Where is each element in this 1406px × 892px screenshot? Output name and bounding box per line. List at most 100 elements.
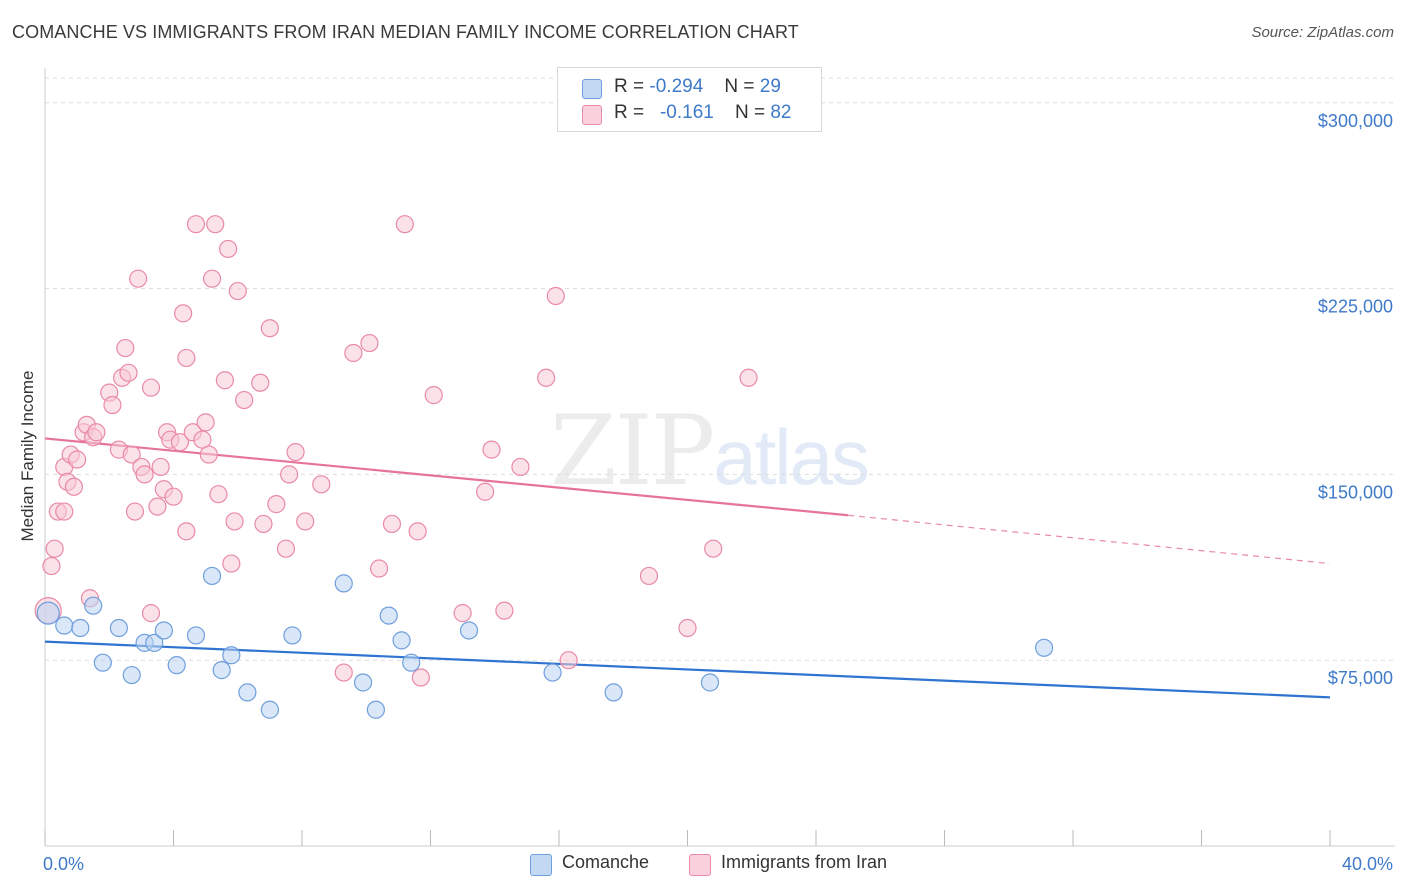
data-point: [119, 363, 138, 382]
data-point: [202, 269, 222, 288]
data-point: [286, 442, 305, 462]
data-point: [453, 604, 472, 623]
y-axis-title: Median Family Income: [18, 370, 37, 541]
data-point: [55, 502, 74, 521]
data-point: [87, 423, 106, 442]
data-point: [334, 574, 353, 593]
y-tick-label: $150,000: [1318, 482, 1393, 502]
data-point: [411, 668, 430, 687]
data-point: [141, 604, 161, 623]
data-point: [84, 596, 103, 615]
data-point: [167, 656, 186, 675]
data-point: [482, 440, 501, 459]
data-point: [366, 700, 385, 719]
data-point: [55, 616, 74, 635]
data-point: [392, 631, 411, 650]
data-point: [122, 665, 141, 685]
data-point: [225, 512, 244, 531]
data-point: [639, 566, 659, 586]
data-point: [334, 663, 353, 682]
data-point: [199, 445, 218, 464]
data-point: [360, 333, 379, 353]
data-point: [476, 482, 495, 501]
data-point: [154, 621, 173, 640]
data-point: [212, 661, 231, 680]
data-point: [402, 653, 421, 672]
legend-n-value: 82: [770, 102, 792, 123]
legend-n-label: N =: [734, 102, 766, 123]
data-point: [222, 646, 241, 665]
data-point: [678, 618, 697, 638]
data-point: [395, 215, 414, 234]
data-point: [206, 215, 225, 234]
data-point: [68, 450, 87, 469]
data-point: [228, 281, 247, 301]
x-tick-label: 0.0%: [43, 854, 84, 874]
data-point: [125, 502, 145, 521]
data-point: [148, 497, 167, 516]
legend-swatch-iran: [582, 105, 602, 125]
data-point: [177, 522, 196, 541]
legend-r-label: R =: [614, 76, 645, 97]
data-point: [408, 522, 427, 541]
data-point: [1034, 638, 1054, 657]
tick-labels: $75,000 $150,000 $225,000 $300,000 0.0% 40.0%: [43, 111, 1393, 874]
data-point: [495, 601, 514, 620]
bottom-legend-label: Immigrants from Iran: [721, 852, 888, 872]
data-point: [344, 343, 363, 363]
data-points: [34, 215, 1054, 719]
data-point: [280, 465, 299, 484]
axes: [44, 68, 1395, 847]
correlation-legend: R = -0.294 N = 29 R = -0.161 N = 82: [557, 67, 822, 132]
data-point: [543, 663, 562, 682]
data-point: [45, 539, 64, 558]
data-point: [370, 559, 389, 578]
data-point: [170, 433, 190, 452]
y-tick-label: $225,000: [1318, 297, 1393, 317]
chart-title: COMANCHE VS IMMIGRANTS FROM IRAN MEDIAN …: [12, 22, 799, 42]
data-point: [379, 606, 398, 625]
data-point: [209, 485, 228, 504]
trend-line-1: [44, 437, 849, 517]
trend-lines: [44, 437, 1331, 699]
data-point: [254, 514, 273, 534]
data-point: [251, 373, 270, 392]
bottom-swatch-comanche: [530, 854, 552, 876]
data-point: [296, 512, 315, 531]
data-point: [141, 378, 161, 397]
data-point: [700, 673, 720, 692]
data-point: [559, 651, 578, 670]
data-point: [238, 683, 257, 702]
trend-line-0: [44, 640, 1331, 699]
legend-r-value: -0.161: [659, 102, 714, 123]
data-point: [424, 386, 443, 405]
y-tick-label: $75,000: [1328, 668, 1393, 688]
data-point: [93, 653, 112, 672]
grid-lines: [45, 77, 1395, 661]
data-point: [235, 390, 254, 410]
data-point: [36, 601, 60, 625]
legend-swatch-comanche: [582, 79, 602, 99]
data-point: [546, 286, 565, 306]
data-point: [219, 239, 238, 259]
data-point: [71, 618, 90, 638]
legend-n-value: 29: [759, 76, 781, 97]
data-point: [151, 457, 170, 477]
data-point: [276, 539, 296, 558]
data-point: [186, 215, 206, 234]
data-point: [122, 445, 141, 464]
data-point: [135, 465, 154, 484]
data-point: [604, 683, 623, 702]
data-point: [739, 368, 758, 387]
bottom-legend-label: Comanche: [562, 852, 650, 872]
data-point: [260, 319, 279, 338]
data-point: [186, 626, 206, 645]
data-point: [145, 633, 164, 652]
legend-r-label: R =: [614, 102, 645, 123]
watermark-atlas: atlas: [713, 413, 870, 501]
data-point: [312, 475, 331, 494]
data-point: [129, 269, 148, 288]
data-point: [174, 304, 193, 323]
data-point: [260, 700, 279, 719]
